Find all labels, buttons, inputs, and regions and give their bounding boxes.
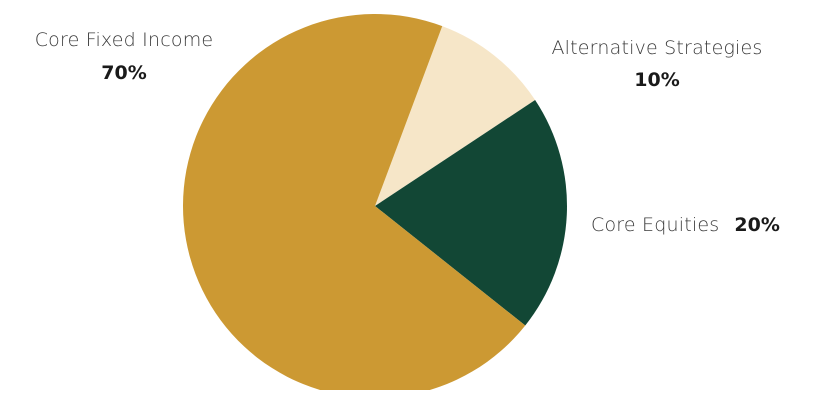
pie-slice-core-equities <box>375 100 568 326</box>
slice-label-core-equities: Core Equities <box>591 214 719 236</box>
pie-slice-alternative-strategies <box>375 26 536 206</box>
pie-slices <box>183 14 568 394</box>
pie-slice-core-fixed-income <box>183 14 526 394</box>
slice-caption-core-equities: Core Equities 20% <box>591 214 780 236</box>
slice-value-alternative-strategies: 10% <box>634 69 679 91</box>
slice-label-alternative-strategies: Alternative Strategies <box>551 37 762 59</box>
slice-value-core-fixed-income: 70% <box>101 62 146 84</box>
slice-label-core-fixed-income: Core Fixed Income <box>35 29 214 51</box>
slice-value-core-equities: 20% <box>734 214 779 236</box>
